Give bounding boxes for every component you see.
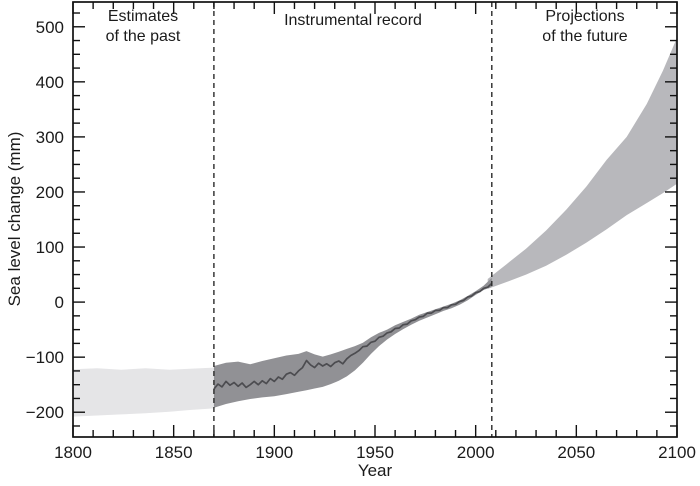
x-tick-label-1900: 1900 (255, 443, 293, 462)
y-tick-label-0: 0 (55, 293, 64, 312)
projections-band (487, 37, 677, 289)
x-tick-label-2000: 2000 (457, 443, 495, 462)
past-estimates-band (73, 367, 214, 417)
y-tick-label-100: 100 (36, 238, 64, 257)
plot-border (72, 1, 678, 438)
x-tick-label-1950: 1950 (356, 443, 394, 462)
y-tick-label-200: 200 (36, 183, 64, 202)
x-tick-label-2100: 2100 (658, 443, 696, 462)
axis-tick-labels: 1800 1850 1900 1950 2000 2050 2100 −200 −100 0 100… (26, 18, 696, 462)
y-axis-title: Sea level change (mm) (5, 131, 24, 307)
axis-ticks (72, 2, 678, 437)
region-label-instrumental-record: Instrumental record (284, 12, 422, 29)
y-tick-label--200: −200 (26, 403, 64, 422)
region-label-estimates-of-the-past: Estimates of the past (105, 8, 181, 45)
y-tick-label-300: 300 (36, 128, 64, 147)
y-tick-label-500: 500 (36, 18, 64, 37)
y-tick-label--100: −100 (26, 348, 64, 367)
period-boundary-lines (213, 2, 493, 437)
x-tick-label-1850: 1850 (155, 443, 193, 462)
x-tick-label-2050: 2050 (557, 443, 595, 462)
instrumental-band (213, 277, 492, 408)
instrumental-line (213, 282, 493, 390)
y-tick-label-400: 400 (36, 73, 64, 92)
x-axis-title: Year (357, 461, 393, 480)
x-tick-label-1800: 1800 (54, 443, 92, 462)
region-label-projections-of-the-future: Projections of the future (542, 8, 628, 45)
